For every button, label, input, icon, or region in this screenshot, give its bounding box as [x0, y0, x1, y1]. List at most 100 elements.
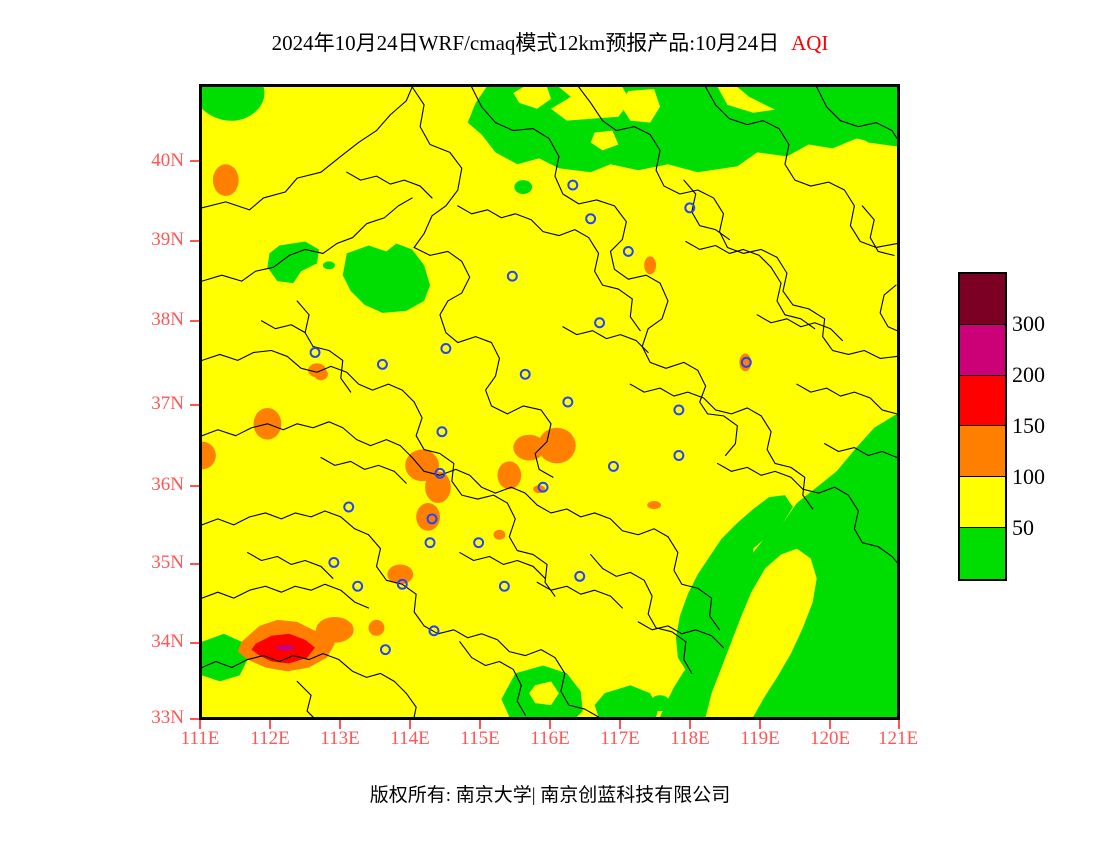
station-marker: [673, 450, 685, 461]
station-marker: [684, 202, 696, 214]
station-marker: [574, 570, 586, 582]
plume-orange-p: [314, 368, 328, 381]
station-marker: [673, 404, 685, 416]
x-tickmark: [759, 720, 761, 729]
station-marker: [519, 368, 531, 380]
plume-orange-nw: [212, 164, 239, 196]
band-good-shanxi-dot: [322, 261, 335, 270]
map-plot-area[interactable]: [199, 84, 900, 720]
plume-orange-o: [493, 529, 506, 540]
station-marker: [352, 580, 364, 592]
station-marker: [506, 270, 518, 282]
aqi-heatmap-svg: [202, 87, 897, 717]
y-tick-label-40n: 40N: [151, 150, 184, 171]
x-tick-label-114e: 114E: [390, 728, 430, 749]
plume-orange-n: [647, 501, 662, 509]
x-tickmark: [269, 720, 271, 729]
station-marker: [562, 396, 574, 408]
x-tick-label-117e: 117E: [600, 728, 640, 749]
x-tickmark: [339, 720, 341, 729]
station-marker: [498, 580, 510, 592]
colorbar-label-200: 200: [1012, 362, 1045, 387]
station-marker: [436, 426, 448, 438]
station-marker: [434, 467, 446, 479]
y-tick-label-39n: 39N: [151, 229, 184, 250]
band-good-shanxi: [342, 243, 431, 313]
x-tick-label-116e: 116E: [530, 728, 570, 749]
colorbar-band-good: [960, 528, 1005, 579]
band-good-spot-right: [514, 180, 533, 194]
colorbar-label-300: 300: [1012, 311, 1045, 336]
hole-moderate-north-4: [439, 132, 464, 155]
x-tickmark: [619, 720, 621, 729]
y-tickmark: [190, 320, 199, 322]
colorbar-label-100: 100: [1012, 464, 1045, 489]
station-marker: [328, 557, 340, 568]
plume-orange-f: [513, 434, 546, 461]
administrative-boundaries: [202, 87, 897, 717]
y-tick-label-36n: 36N: [151, 474, 184, 495]
plume-orange-k: [644, 256, 657, 275]
plume-orange-j: [368, 619, 385, 636]
hole-moderate-south-1: [529, 681, 559, 706]
x-tickmark: [549, 720, 551, 729]
x-tick-label-120e: 120E: [809, 728, 851, 749]
station-marker: [537, 481, 549, 493]
x-tickmark: [409, 720, 411, 729]
x-tickmark: [898, 720, 900, 729]
band-good-shanxi-west: [267, 241, 319, 284]
hole-moderate-north-1: [513, 87, 551, 109]
y-tick-label-34n: 34N: [151, 631, 184, 652]
y-tickmark: [190, 404, 199, 406]
plume-magenta-core: [276, 644, 295, 651]
colorbar-band-very-unhealthy: [960, 324, 1005, 376]
station-marker: [607, 460, 619, 472]
station-marker: [343, 501, 355, 513]
band-good-south-dot: [650, 695, 670, 712]
copyright-footer: 版权所有: 南京大学| 南京创蓝科技有限公司: [369, 785, 731, 806]
station-marker: [740, 356, 752, 368]
y-tickmark: [190, 160, 199, 162]
x-tickmark: [199, 720, 201, 729]
x-tick-label-112e: 112E: [250, 728, 290, 749]
aqi-colorbar: [958, 272, 1007, 581]
station-marker: [473, 537, 485, 549]
x-tick-label-121e: 121E: [877, 728, 919, 749]
colorbar-band-severe: [960, 274, 1005, 325]
station-marker: [585, 213, 597, 225]
station-marker: [379, 644, 391, 656]
x-tick-label-111e: 111E: [180, 728, 220, 749]
y-tick-label-38n: 38N: [151, 309, 184, 330]
station-marker: [309, 347, 321, 358]
y-tick-label-37n: 37N: [151, 393, 184, 414]
hole-moderate-north-3: [590, 130, 619, 151]
x-tick-label-115e: 115E: [460, 728, 500, 749]
x-tickmark: [829, 720, 831, 729]
title-aqi-label: AQI: [791, 31, 829, 55]
band-good-ne: [737, 87, 897, 147]
hole-moderate-north-2: [620, 88, 661, 123]
station-markers: [309, 179, 752, 656]
station-marker: [424, 537, 436, 549]
plume-orange-h: [387, 564, 414, 585]
colorbar-band-moderate: [960, 477, 1005, 529]
y-tick-label-33n: 33N: [151, 707, 184, 728]
station-marker: [440, 343, 452, 354]
y-tickmark: [190, 485, 199, 487]
station-marker: [567, 179, 579, 191]
y-tickmark: [190, 563, 199, 565]
station-marker: [376, 358, 388, 370]
y-axis-labels: 40N 39N 38N 37N 36N 35N 34N 33N: [0, 0, 194, 850]
colorbar-label-150: 150: [1012, 413, 1045, 438]
station-marker: [622, 245, 634, 257]
x-tickmark: [479, 720, 481, 729]
plume-orange-e: [497, 461, 522, 490]
colorbar-label-50: 50: [1012, 515, 1034, 540]
page-title: 2024年10月24日WRF/cmaq模式12km预报产品:10月24日 AQI: [0, 27, 1100, 57]
station-marker: [426, 513, 438, 525]
plume-orange-c: [425, 471, 451, 504]
x-tick-label-118e: 118E: [670, 728, 710, 749]
x-tick-label-113e: 113E: [320, 728, 360, 749]
